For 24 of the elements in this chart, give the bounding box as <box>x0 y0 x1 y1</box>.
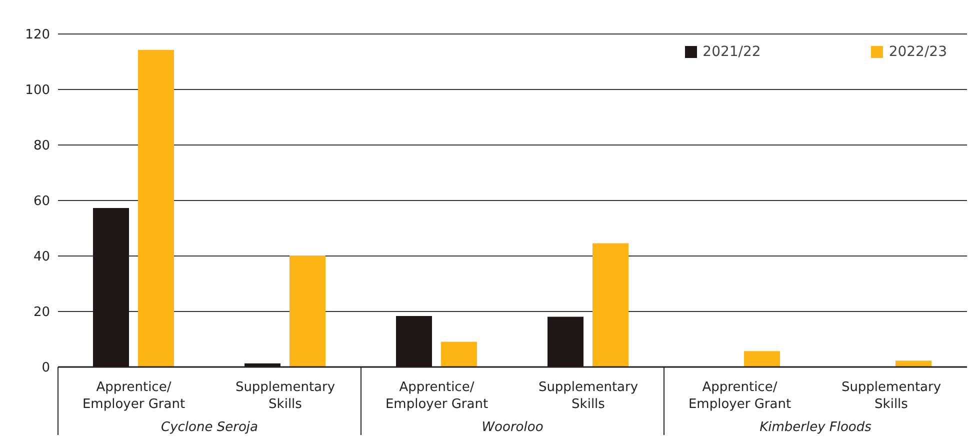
text: Kimberley Floods <box>760 420 872 435</box>
y-tick-label: 20 <box>33 305 50 320</box>
y-tick-label: 60 <box>33 194 50 210</box>
bar <box>441 342 477 367</box>
bar <box>592 243 628 367</box>
x-tick-label: Supplementary Skills <box>235 380 336 412</box>
x-tick-label: Apprentice/ Employer Grant <box>385 380 488 412</box>
bar <box>290 255 326 367</box>
y-tick-label: 0 <box>42 360 50 376</box>
text: Cyclone Seroja <box>161 420 258 435</box>
legend-label: 2022/23 <box>888 44 947 60</box>
legend-label: 2021/22 <box>702 44 761 60</box>
bar <box>138 50 174 367</box>
y-tick-label: 100 <box>25 83 50 98</box>
y-tick-label: 80 <box>33 138 50 154</box>
y-tick-label: 40 <box>33 250 50 265</box>
bar <box>896 360 932 367</box>
y-tick-label: 120 <box>25 28 50 43</box>
x-tick-label: Apprentice/ Employer Grant <box>688 380 792 412</box>
x-tick-label: Supplementary Skills <box>841 380 942 412</box>
bar <box>744 351 780 367</box>
x-tick-label: Supplementary Skills <box>538 380 638 412</box>
x-tick-label: Apprentice/ Employer Grant <box>82 380 186 412</box>
text: Wooroloo <box>482 420 544 435</box>
